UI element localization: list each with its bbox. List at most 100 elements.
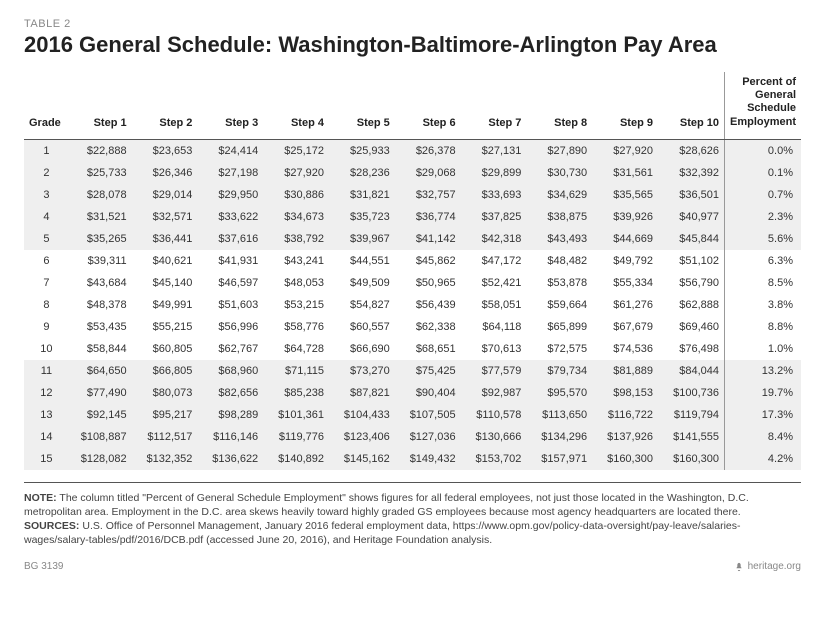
cell-pct: 13.2% xyxy=(725,360,802,382)
cell-step: $27,198 xyxy=(197,162,263,184)
cell-step: $160,300 xyxy=(592,448,658,470)
col-step-8: Step 8 xyxy=(526,72,592,139)
cell-grade: 11 xyxy=(24,360,66,382)
cell-step: $68,651 xyxy=(395,338,461,360)
cell-step: $37,616 xyxy=(197,228,263,250)
table-row: 13$92,145$95,217$98,289$101,361$104,433$… xyxy=(24,404,801,426)
cell-step: $137,926 xyxy=(592,426,658,448)
cell-pct: 8.4% xyxy=(725,426,802,448)
cell-step: $64,650 xyxy=(66,360,132,382)
cell-step: $84,044 xyxy=(658,360,725,382)
cell-step: $119,776 xyxy=(263,426,329,448)
col-step-3: Step 3 xyxy=(197,72,263,139)
cell-step: $72,575 xyxy=(526,338,592,360)
table-row: 10$58,844$60,805$62,767$64,728$66,690$68… xyxy=(24,338,801,360)
cell-step: $74,536 xyxy=(592,338,658,360)
cell-step: $31,821 xyxy=(329,184,395,206)
cell-step: $47,172 xyxy=(461,250,527,272)
col-step-4: Step 4 xyxy=(263,72,329,139)
col-step-2: Step 2 xyxy=(132,72,198,139)
cell-step: $39,967 xyxy=(329,228,395,250)
cell-step: $69,460 xyxy=(658,316,725,338)
cell-step: $77,579 xyxy=(461,360,527,382)
table-row: 9$53,435$55,215$56,996$58,776$60,557$62,… xyxy=(24,316,801,338)
cell-grade: 14 xyxy=(24,426,66,448)
table-row: 4$31,521$32,571$33,622$34,673$35,723$36,… xyxy=(24,206,801,228)
cell-step: $58,051 xyxy=(461,294,527,316)
cell-step: $25,733 xyxy=(66,162,132,184)
table-row: 1$22,888$23,653$24,414$25,172$25,933$26,… xyxy=(24,139,801,162)
cell-step: $29,014 xyxy=(132,184,198,206)
cell-step: $66,805 xyxy=(132,360,198,382)
note-label: NOTE: xyxy=(24,492,57,504)
table-label: TABLE 2 xyxy=(24,18,801,30)
cell-step: $45,862 xyxy=(395,250,461,272)
cell-step: $110,578 xyxy=(461,404,527,426)
cell-step: $62,338 xyxy=(395,316,461,338)
table-row: 15$128,082$132,352$136,622$140,892$145,1… xyxy=(24,448,801,470)
footer-doc-id: BG 3139 xyxy=(24,561,63,572)
cell-step: $101,361 xyxy=(263,404,329,426)
cell-pct: 0.0% xyxy=(725,139,802,162)
cell-step: $145,162 xyxy=(329,448,395,470)
cell-step: $60,557 xyxy=(329,316,395,338)
cell-step: $36,774 xyxy=(395,206,461,228)
cell-step: $31,561 xyxy=(592,162,658,184)
cell-step: $77,490 xyxy=(66,382,132,404)
cell-step: $85,238 xyxy=(263,382,329,404)
cell-step: $31,521 xyxy=(66,206,132,228)
cell-step: $48,482 xyxy=(526,250,592,272)
cell-step: $62,888 xyxy=(658,294,725,316)
cell-step: $39,311 xyxy=(66,250,132,272)
table-row: 12$77,490$80,073$82,656$85,238$87,821$90… xyxy=(24,382,801,404)
cell-step: $58,844 xyxy=(66,338,132,360)
cell-step: $82,656 xyxy=(197,382,263,404)
cell-step: $68,960 xyxy=(197,360,263,382)
cell-step: $25,172 xyxy=(263,139,329,162)
cell-step: $35,565 xyxy=(592,184,658,206)
cell-step: $98,153 xyxy=(592,382,658,404)
cell-step: $76,498 xyxy=(658,338,725,360)
cell-pct: 8.8% xyxy=(725,316,802,338)
cell-step: $70,613 xyxy=(461,338,527,360)
cell-grade: 4 xyxy=(24,206,66,228)
cell-step: $27,131 xyxy=(461,139,527,162)
cell-grade: 13 xyxy=(24,404,66,426)
cell-grade: 1 xyxy=(24,139,66,162)
table-row: 5$35,265$36,441$37,616$38,792$39,967$41,… xyxy=(24,228,801,250)
cell-step: $50,965 xyxy=(395,272,461,294)
cell-step: $95,217 xyxy=(132,404,198,426)
cell-step: $132,352 xyxy=(132,448,198,470)
cell-step: $157,971 xyxy=(526,448,592,470)
cell-step: $54,827 xyxy=(329,294,395,316)
cell-grade: 15 xyxy=(24,448,66,470)
cell-step: $32,571 xyxy=(132,206,198,228)
col-step-5: Step 5 xyxy=(329,72,395,139)
cell-step: $73,270 xyxy=(329,360,395,382)
cell-step: $48,378 xyxy=(66,294,132,316)
cell-step: $39,926 xyxy=(592,206,658,228)
cell-grade: 8 xyxy=(24,294,66,316)
cell-step: $29,899 xyxy=(461,162,527,184)
cell-step: $112,517 xyxy=(132,426,198,448)
cell-step: $45,140 xyxy=(132,272,198,294)
cell-step: $48,053 xyxy=(263,272,329,294)
cell-step: $98,289 xyxy=(197,404,263,426)
cell-step: $55,215 xyxy=(132,316,198,338)
cell-step: $95,570 xyxy=(526,382,592,404)
cell-step: $49,991 xyxy=(132,294,198,316)
cell-step: $32,757 xyxy=(395,184,461,206)
cell-step: $141,555 xyxy=(658,426,725,448)
cell-step: $23,653 xyxy=(132,139,198,162)
cell-step: $116,722 xyxy=(592,404,658,426)
sources-text: U.S. Office of Personnel Management, Jan… xyxy=(24,520,741,546)
cell-step: $65,899 xyxy=(526,316,592,338)
cell-step: $27,890 xyxy=(526,139,592,162)
cell-step: $92,145 xyxy=(66,404,132,426)
cell-step: $52,421 xyxy=(461,272,527,294)
cell-step: $38,875 xyxy=(526,206,592,228)
cell-step: $61,276 xyxy=(592,294,658,316)
cell-step: $33,622 xyxy=(197,206,263,228)
cell-step: $58,776 xyxy=(263,316,329,338)
cell-step: $55,334 xyxy=(592,272,658,294)
